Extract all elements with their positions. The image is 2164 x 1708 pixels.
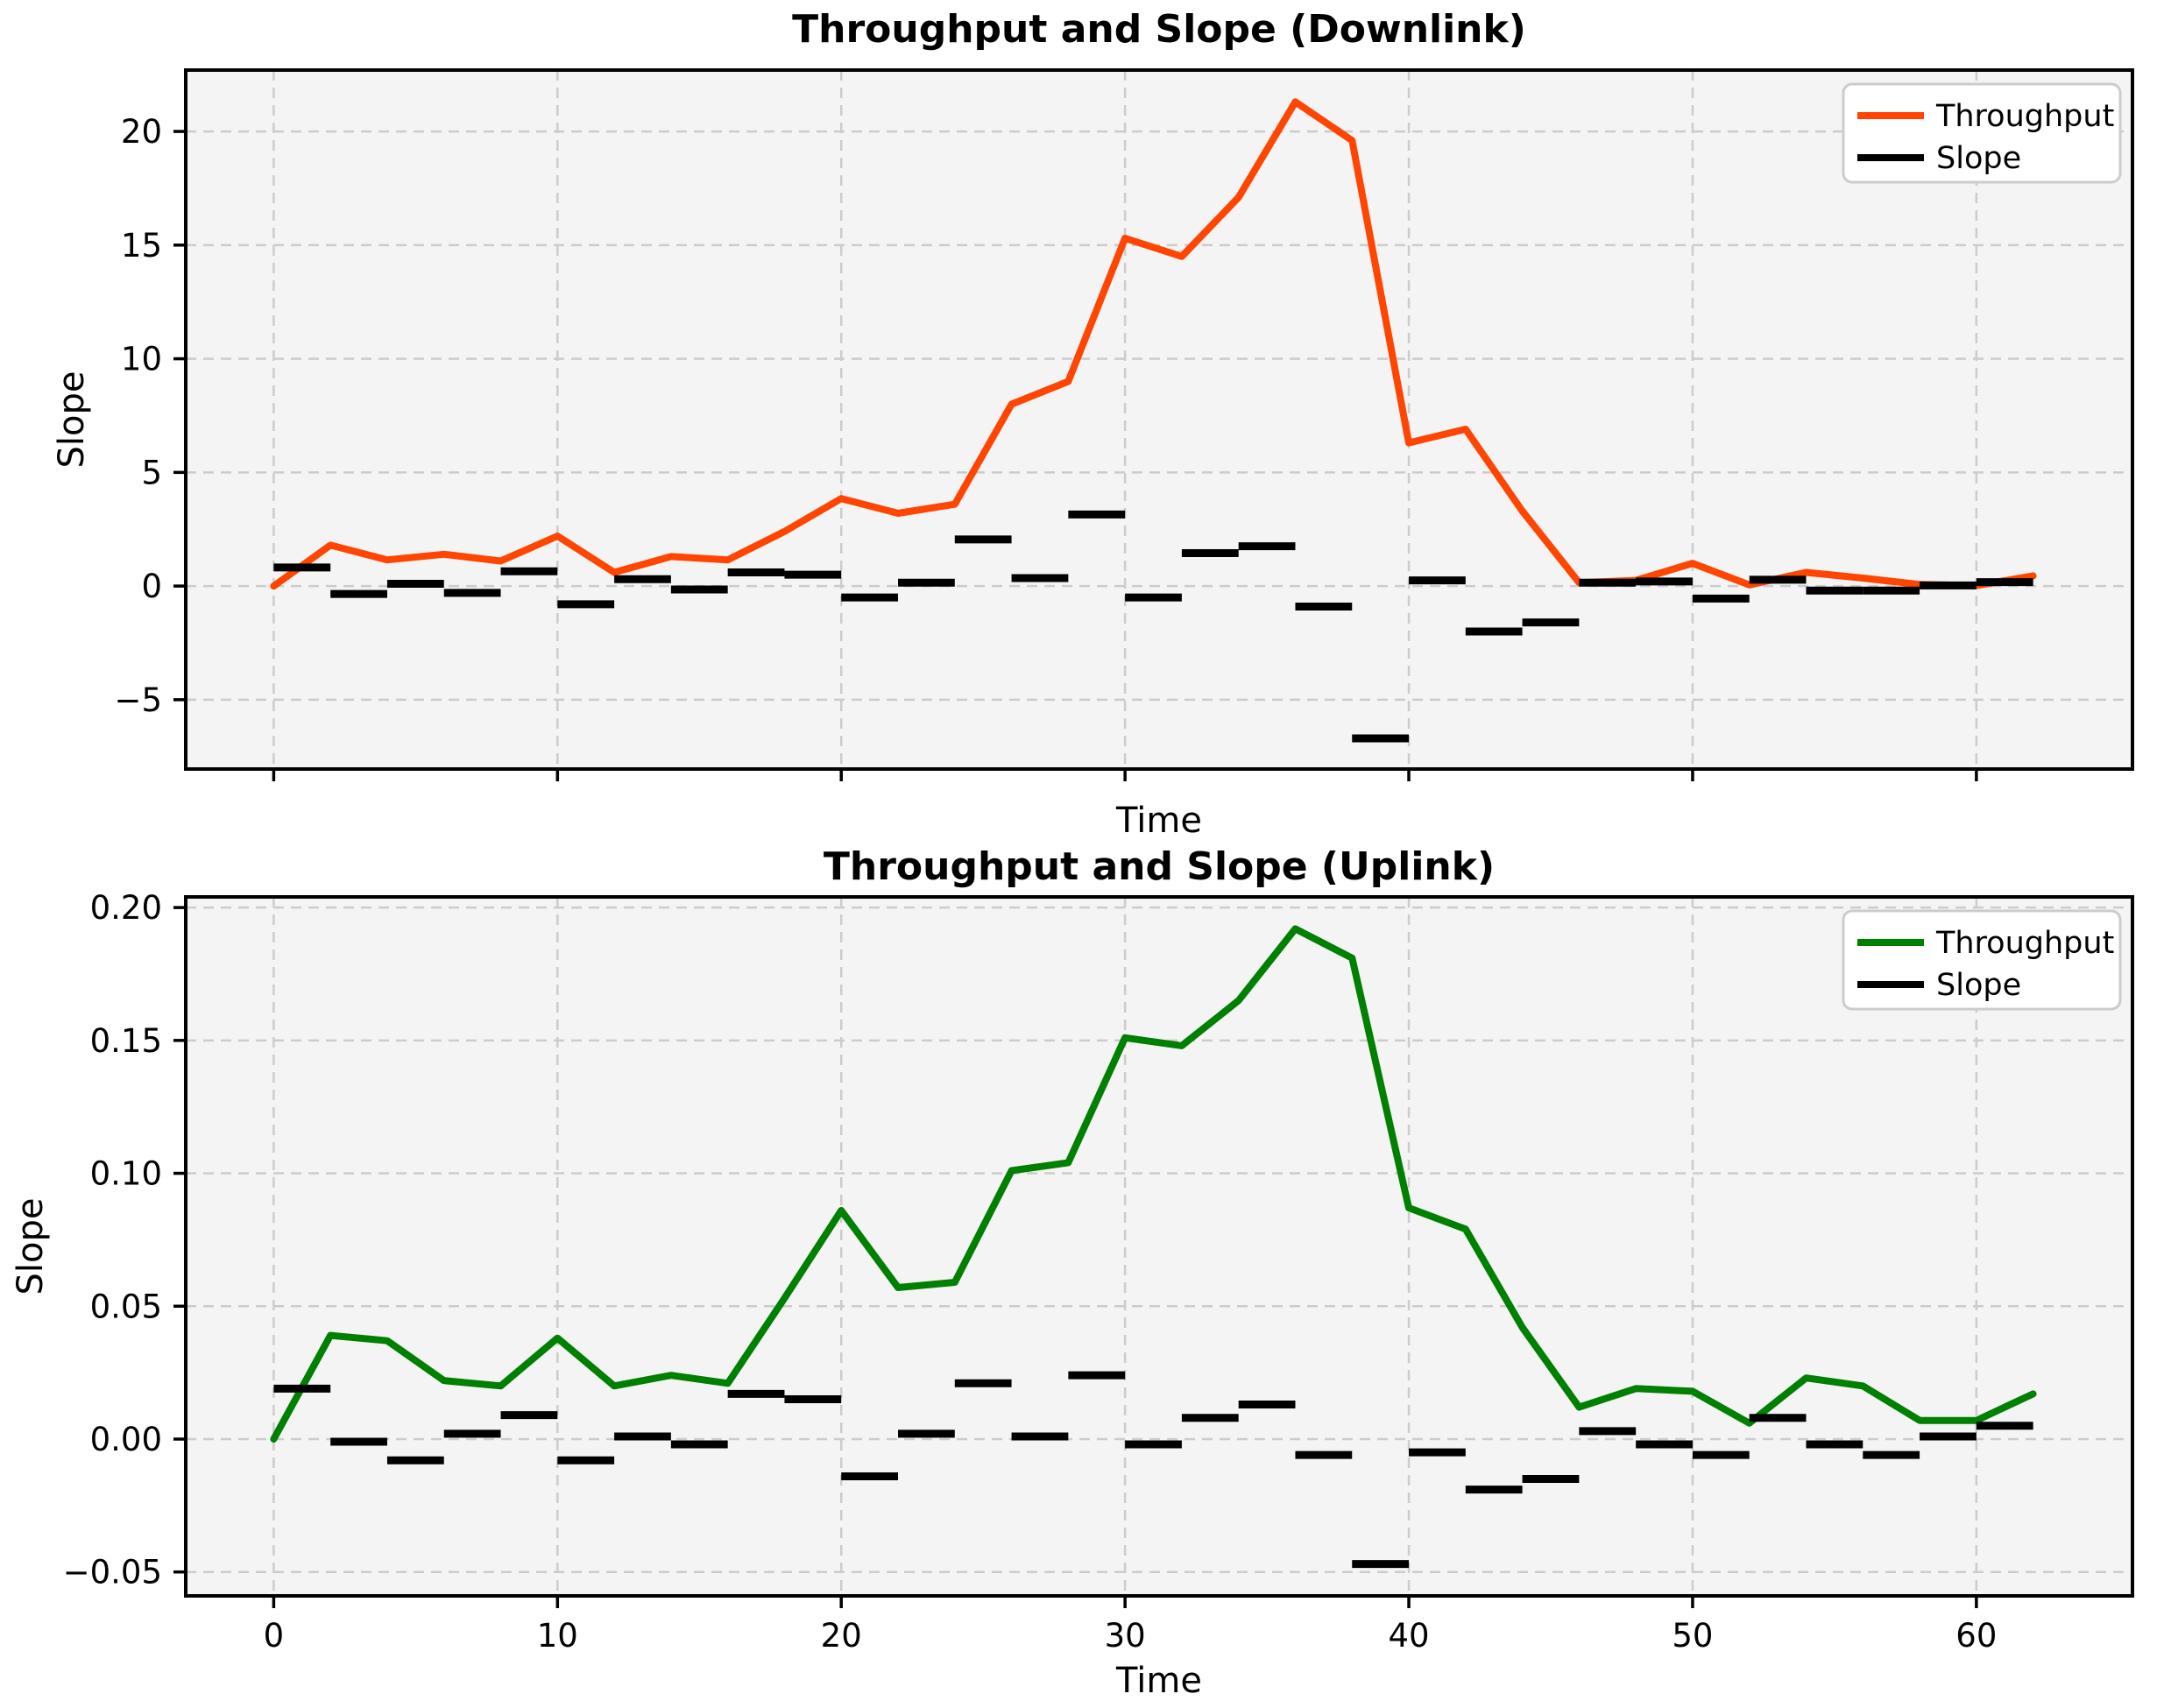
legend-label: Slope bbox=[1936, 141, 2021, 176]
y-tick-label: 0.15 bbox=[90, 1022, 162, 1060]
legend-label: Throughput bbox=[1935, 926, 2114, 961]
uplink-legend: Throughput Slope bbox=[1842, 909, 2122, 1011]
x-tick-label: 10 bbox=[537, 1617, 578, 1655]
y-tick-label: 15 bbox=[121, 227, 162, 265]
x-tick-label: 30 bbox=[1105, 1617, 1146, 1655]
y-tick-label: 5 bbox=[141, 454, 162, 491]
downlink-slope-segments bbox=[273, 510, 2033, 743]
y-axis-label: Slope bbox=[11, 1198, 51, 1295]
uplink-slope-segments bbox=[273, 1371, 2033, 1569]
tick-marks bbox=[173, 906, 1978, 1608]
tick-marks bbox=[173, 130, 1978, 781]
plot-background bbox=[186, 70, 2132, 769]
chart-title: Throughput and Slope (Downlink) bbox=[792, 7, 1526, 52]
x-tick-label: 40 bbox=[1388, 1617, 1429, 1655]
axes-spines bbox=[184, 895, 2134, 1598]
y-tick-label: 20 bbox=[121, 113, 162, 151]
legend-label: Slope bbox=[1936, 968, 2021, 1003]
x-axis-label: Time bbox=[1115, 1661, 1202, 1701]
y-tick-label: 0.10 bbox=[90, 1155, 162, 1193]
chart-uplink: 0.20 0.15 0.10 0.05 0.00 −0.05 0 10 20 30 40 50 60 Th… bbox=[11, 844, 2134, 1701]
x-tick-label: 50 bbox=[1672, 1617, 1713, 1655]
y-tick-label: −0.05 bbox=[63, 1554, 162, 1592]
y-tick-label: 0.05 bbox=[90, 1288, 162, 1325]
chart-downlink: 20 15 10 5 0 −5 Throughput and Slope (Downlink… bbox=[52, 7, 2134, 841]
y-tick-label: −5 bbox=[114, 681, 162, 719]
x-tick-label: 60 bbox=[1955, 1617, 1997, 1655]
x-tick-label: 0 bbox=[264, 1617, 285, 1655]
plot-background bbox=[186, 897, 2132, 1596]
downlink-legend: Throughput Slope bbox=[1842, 82, 2122, 184]
downlink-throughput-line bbox=[270, 98, 2037, 590]
y-tick-label: 0.20 bbox=[90, 889, 162, 927]
y-tick-label: 0 bbox=[141, 568, 162, 605]
y-axis-label: Slope bbox=[52, 371, 92, 469]
grid bbox=[186, 70, 2132, 769]
y-tick-label: 0.00 bbox=[90, 1421, 162, 1458]
x-axis-label: Time bbox=[1115, 801, 1202, 841]
legend-label: Throughput bbox=[1935, 99, 2114, 134]
uplink-throughput-line bbox=[270, 925, 2037, 1443]
axes-spines bbox=[184, 68, 2134, 771]
y-tick-label: 10 bbox=[121, 341, 162, 378]
chart-title: Throughput and Slope (Uplink) bbox=[824, 844, 1495, 889]
x-tick-label: 20 bbox=[821, 1617, 862, 1655]
